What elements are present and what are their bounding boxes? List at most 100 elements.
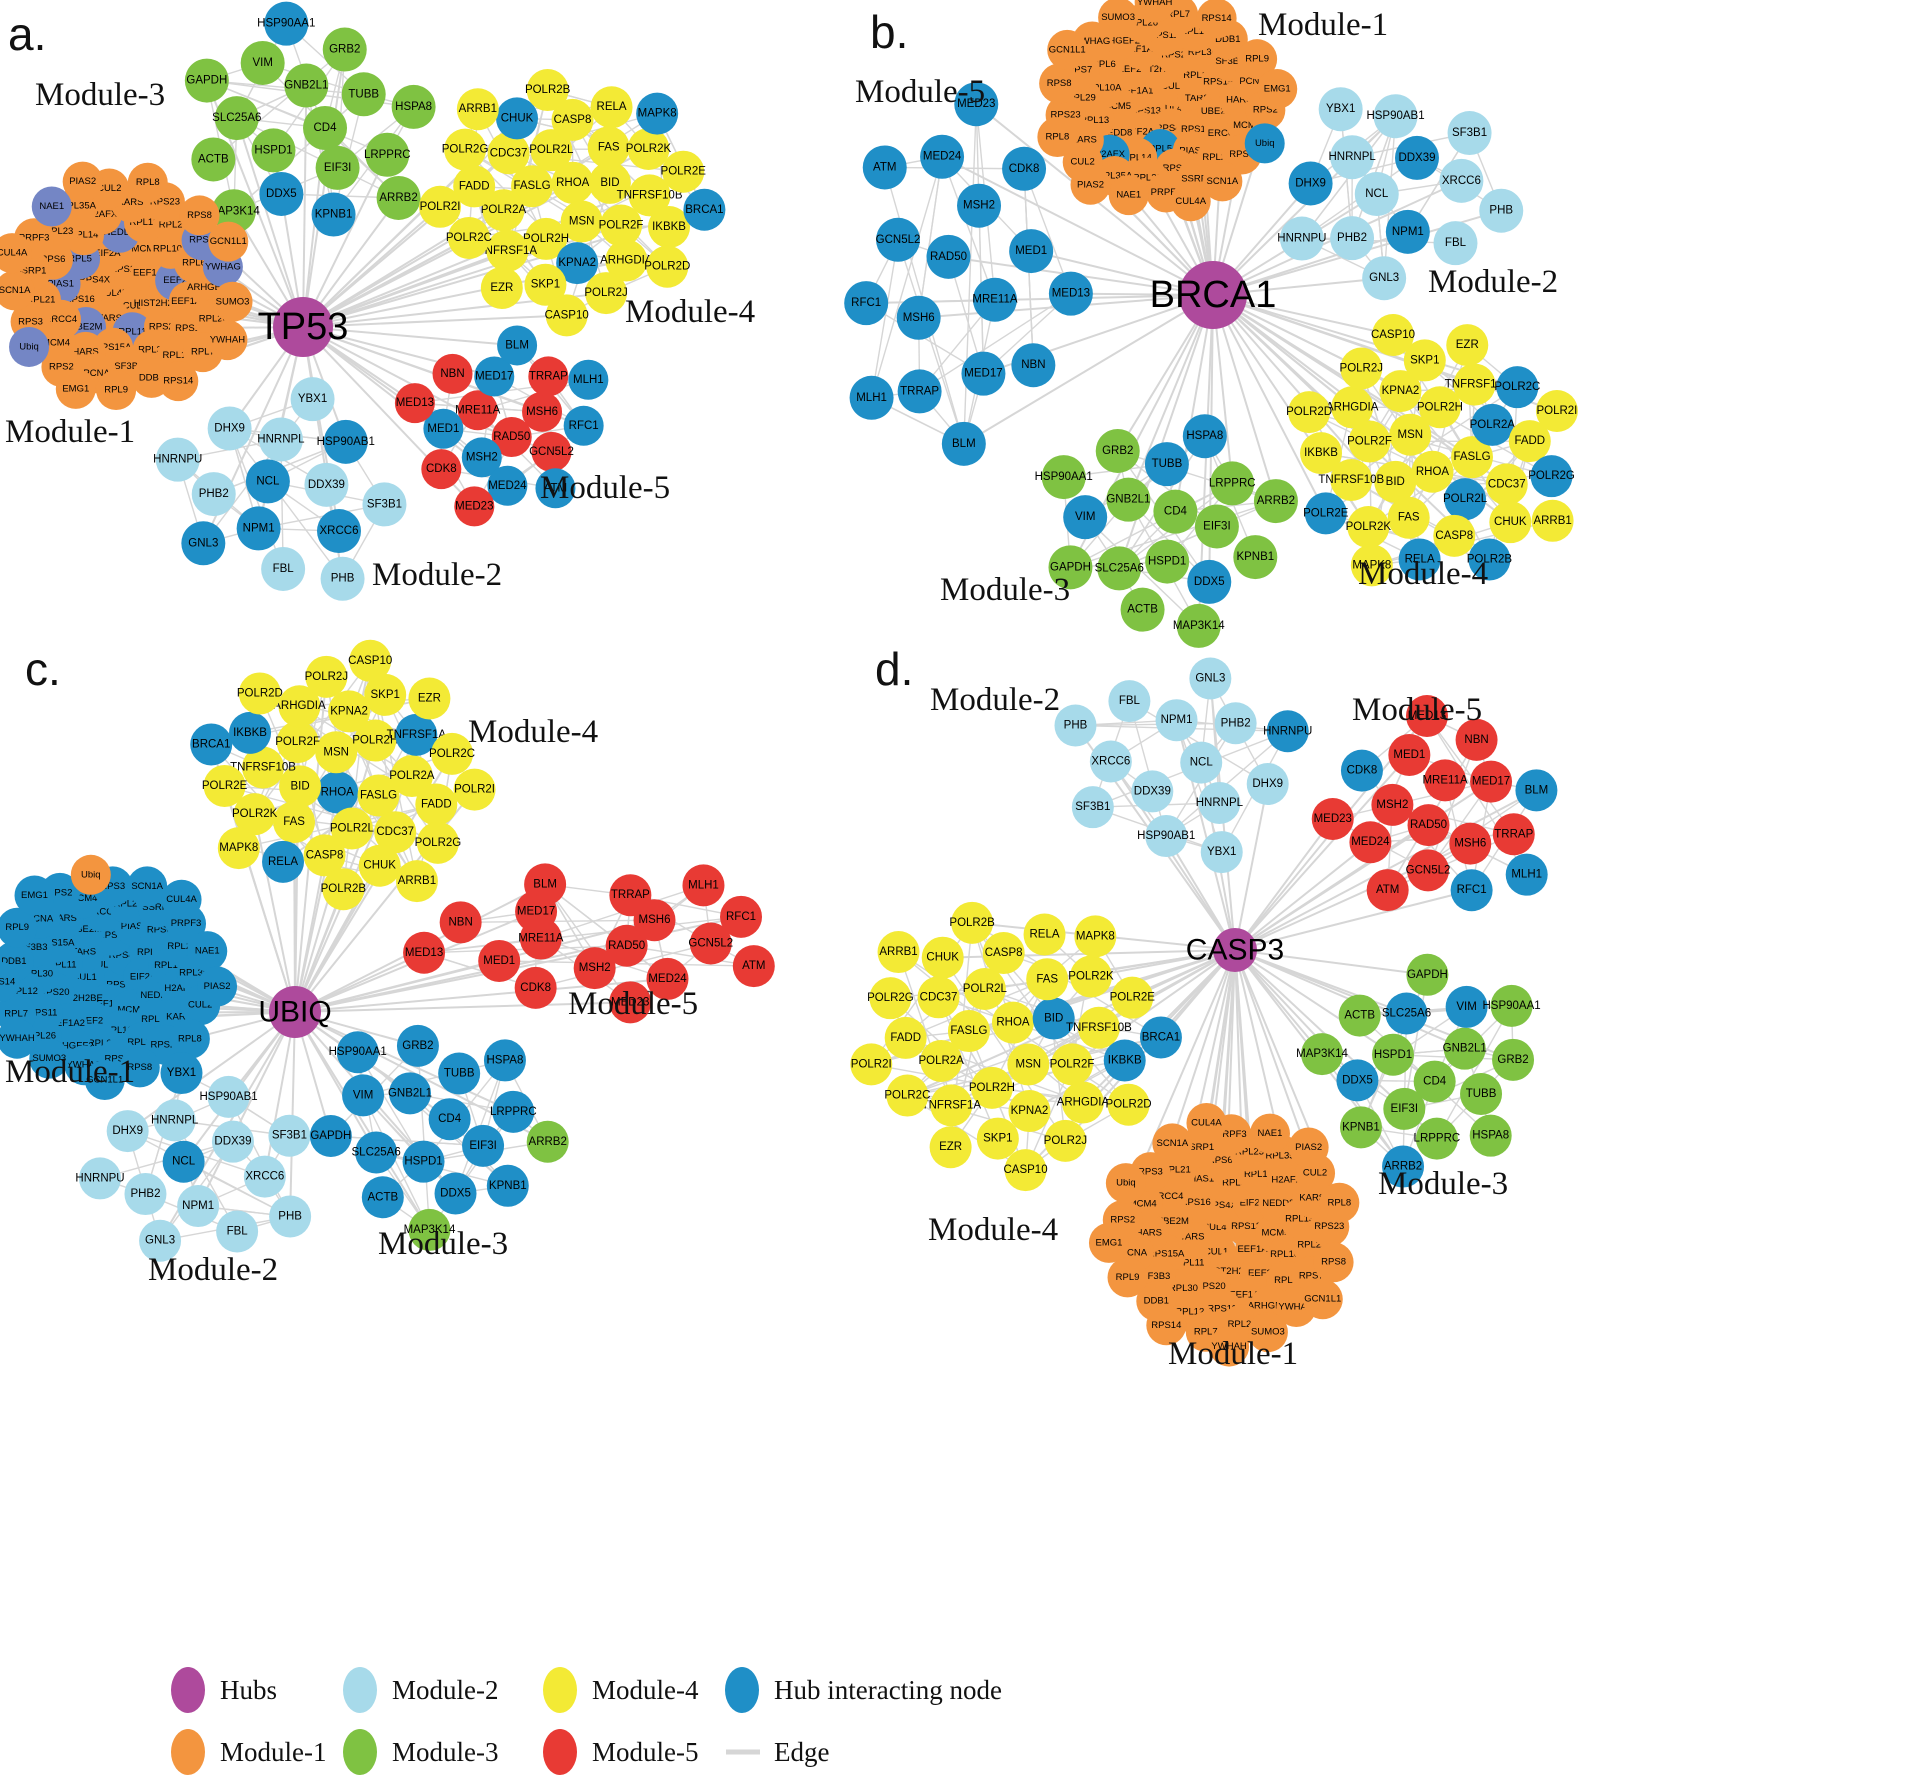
node-NPM1[interactable]: NPM1 [236,506,281,551]
node-circle-POLR2L[interactable] [330,807,373,850]
node-PHB2[interactable]: PHB2 [1330,216,1375,261]
node-circle-MED17[interactable] [474,356,515,397]
node-circle-GRB2[interactable] [1492,1038,1535,1081]
node-circle-SKP1[interactable] [364,673,407,716]
node-circle-ARRB1[interactable] [456,88,499,131]
node-circle-ARHGDIA[interactable] [278,685,321,728]
node-circle-TNFRSF1A[interactable] [930,1084,973,1127]
node-circle-BLM[interactable] [941,421,986,466]
node-circle-CDK8[interactable] [1002,146,1047,191]
node-GCN5L2[interactable]: GCN5L2 [876,217,921,262]
node-FASLG[interactable]: FASLG [1451,436,1494,479]
node-circle-GCN1L1[interactable] [208,221,249,262]
node-circle-MED1[interactable] [1388,733,1431,776]
node-Ubiq[interactable]: Ubiq [1105,1163,1146,1204]
node-circle-POLR2H[interactable] [1418,386,1461,429]
node-IKBKB[interactable]: IKBKB [1300,432,1343,475]
node-SCN1A[interactable]: SCN1A [0,270,35,311]
node-MSN[interactable]: MSN [1007,1043,1050,1086]
node-ARRB1[interactable]: ARRB1 [395,860,438,903]
node-circle-DHX9[interactable] [1246,763,1289,806]
node-circle-POLR2B[interactable] [951,901,994,944]
node-circle-KPNB1[interactable] [1233,535,1278,580]
hub-TP53[interactable]: TP53 [258,297,349,357]
node-circle-CASP8[interactable] [551,98,594,141]
node-RAD50[interactable]: RAD50 [926,234,971,279]
node-circle-MED1[interactable] [478,939,521,982]
node-circle-ARRB1[interactable] [395,860,438,903]
node-FASLG[interactable]: FASLG [947,1010,990,1053]
node-circle-PHB[interactable] [1054,704,1097,747]
node-circle-IKBKB[interactable] [648,205,691,248]
node-circle-DDX39[interactable] [1131,770,1174,813]
node-circle-LRPPRC[interactable] [1415,1117,1458,1160]
node-SLC25A6[interactable]: SLC25A6 [212,96,261,141]
node-NBN[interactable]: NBN [1455,718,1498,761]
node-MRE11A[interactable]: MRE11A [455,390,501,431]
node-FASLG[interactable]: FASLG [357,774,400,817]
node-circle-SUMO3[interactable] [212,281,253,322]
node-HNRNPL[interactable]: HNRNPL [1196,781,1244,824]
node-circle-FBL[interactable] [1108,680,1151,723]
node-circle-MRE11A[interactable] [1424,759,1467,802]
node-circle-VIM[interactable] [1445,985,1488,1028]
node-TUBB[interactable]: TUBB [438,1052,481,1095]
node-MED1[interactable]: MED1 [423,408,464,449]
node-circle-SF3B1[interactable] [268,1114,311,1157]
node-POLR2A[interactable]: POLR2A [389,755,435,798]
node-circle-PHB2[interactable] [191,472,236,517]
node-POLR2C[interactable]: POLR2C [884,1074,930,1117]
node-GCN5L2[interactable]: GCN5L2 [688,922,733,965]
node-ARRB2[interactable]: ARRB2 [376,175,421,220]
node-RHOA[interactable]: RHOA [551,161,594,204]
node-circle-HSP90AA1[interactable] [336,1031,379,1074]
node-MSN[interactable]: MSN [560,200,603,243]
hub-UBIQ[interactable]: UBIQ [258,986,332,1038]
node-SKP1[interactable]: SKP1 [364,673,407,716]
node-circle-MED23[interactable] [1311,798,1354,841]
node-circle-SUMO3[interactable] [1098,0,1139,38]
node-circle-ACTB[interactable] [191,137,236,182]
node-DDX5[interactable]: DDX5 [1187,559,1232,604]
node-circle-POLR2F[interactable] [1348,420,1391,463]
node-circle-ACTB[interactable] [1120,587,1165,632]
node-EMG1[interactable]: EMG1 [55,368,96,409]
node-POLR2E[interactable]: POLR2E [202,764,248,807]
node-circle-POLR2A[interactable] [390,755,433,798]
node-circle-POLR2H[interactable] [970,1066,1013,1109]
node-MAPK8[interactable]: MAPK8 [636,92,679,135]
node-ATM[interactable]: ATM [732,945,775,988]
node-circle-POLR2J[interactable] [305,655,348,698]
node-MED1[interactable]: MED1 [1009,229,1054,274]
node-circle-GRB2[interactable] [396,1024,439,1067]
node-circle-POLR2H[interactable] [354,719,397,762]
node-circle-RELA[interactable] [1398,538,1441,581]
node-circle-CDC37[interactable] [487,132,530,175]
node-POLR2H[interactable]: POLR2H [969,1066,1015,1109]
node-XRCC6[interactable]: XRCC6 [317,509,362,554]
node-YBX1[interactable]: YBX1 [1318,87,1363,132]
node-circle-RHOA[interactable] [316,771,359,814]
node-circle-BID[interactable] [588,161,631,204]
node-circle-CUL4A[interactable] [0,233,33,274]
node-circle-NPM1[interactable] [1385,209,1430,254]
node-MAPK8[interactable]: MAPK8 [217,827,260,870]
node-circle-ACTB[interactable] [1338,994,1381,1037]
node-circle-TRRAP[interactable] [1492,813,1535,856]
node-circle-SF3B1[interactable] [362,482,407,527]
node-MED23[interactable]: MED23 [954,82,999,127]
node-MED13[interactable]: MED13 [1048,271,1093,316]
node-circle-CD4[interactable] [428,1098,471,1141]
node-VIM[interactable]: VIM [1063,495,1108,540]
node-ARRB1[interactable]: ARRB1 [456,88,499,131]
node-MSH2[interactable]: MSH2 [573,947,616,990]
node-circle-GNL3[interactable] [1362,256,1407,301]
node-circle-SLC25A6[interactable] [1097,546,1142,591]
node-circle-EZR[interactable] [480,267,523,310]
node-circle-TNFRSF10B[interactable] [628,174,671,217]
node-RPS14[interactable]: RPS14 [1146,1305,1187,1346]
node-SCN1A[interactable]: SCN1A [1152,1123,1193,1164]
node-GRB2[interactable]: GRB2 [1492,1038,1535,1081]
node-POLR2C[interactable]: POLR2C [429,732,475,775]
node-HSPA8[interactable]: HSPA8 [1469,1114,1512,1157]
